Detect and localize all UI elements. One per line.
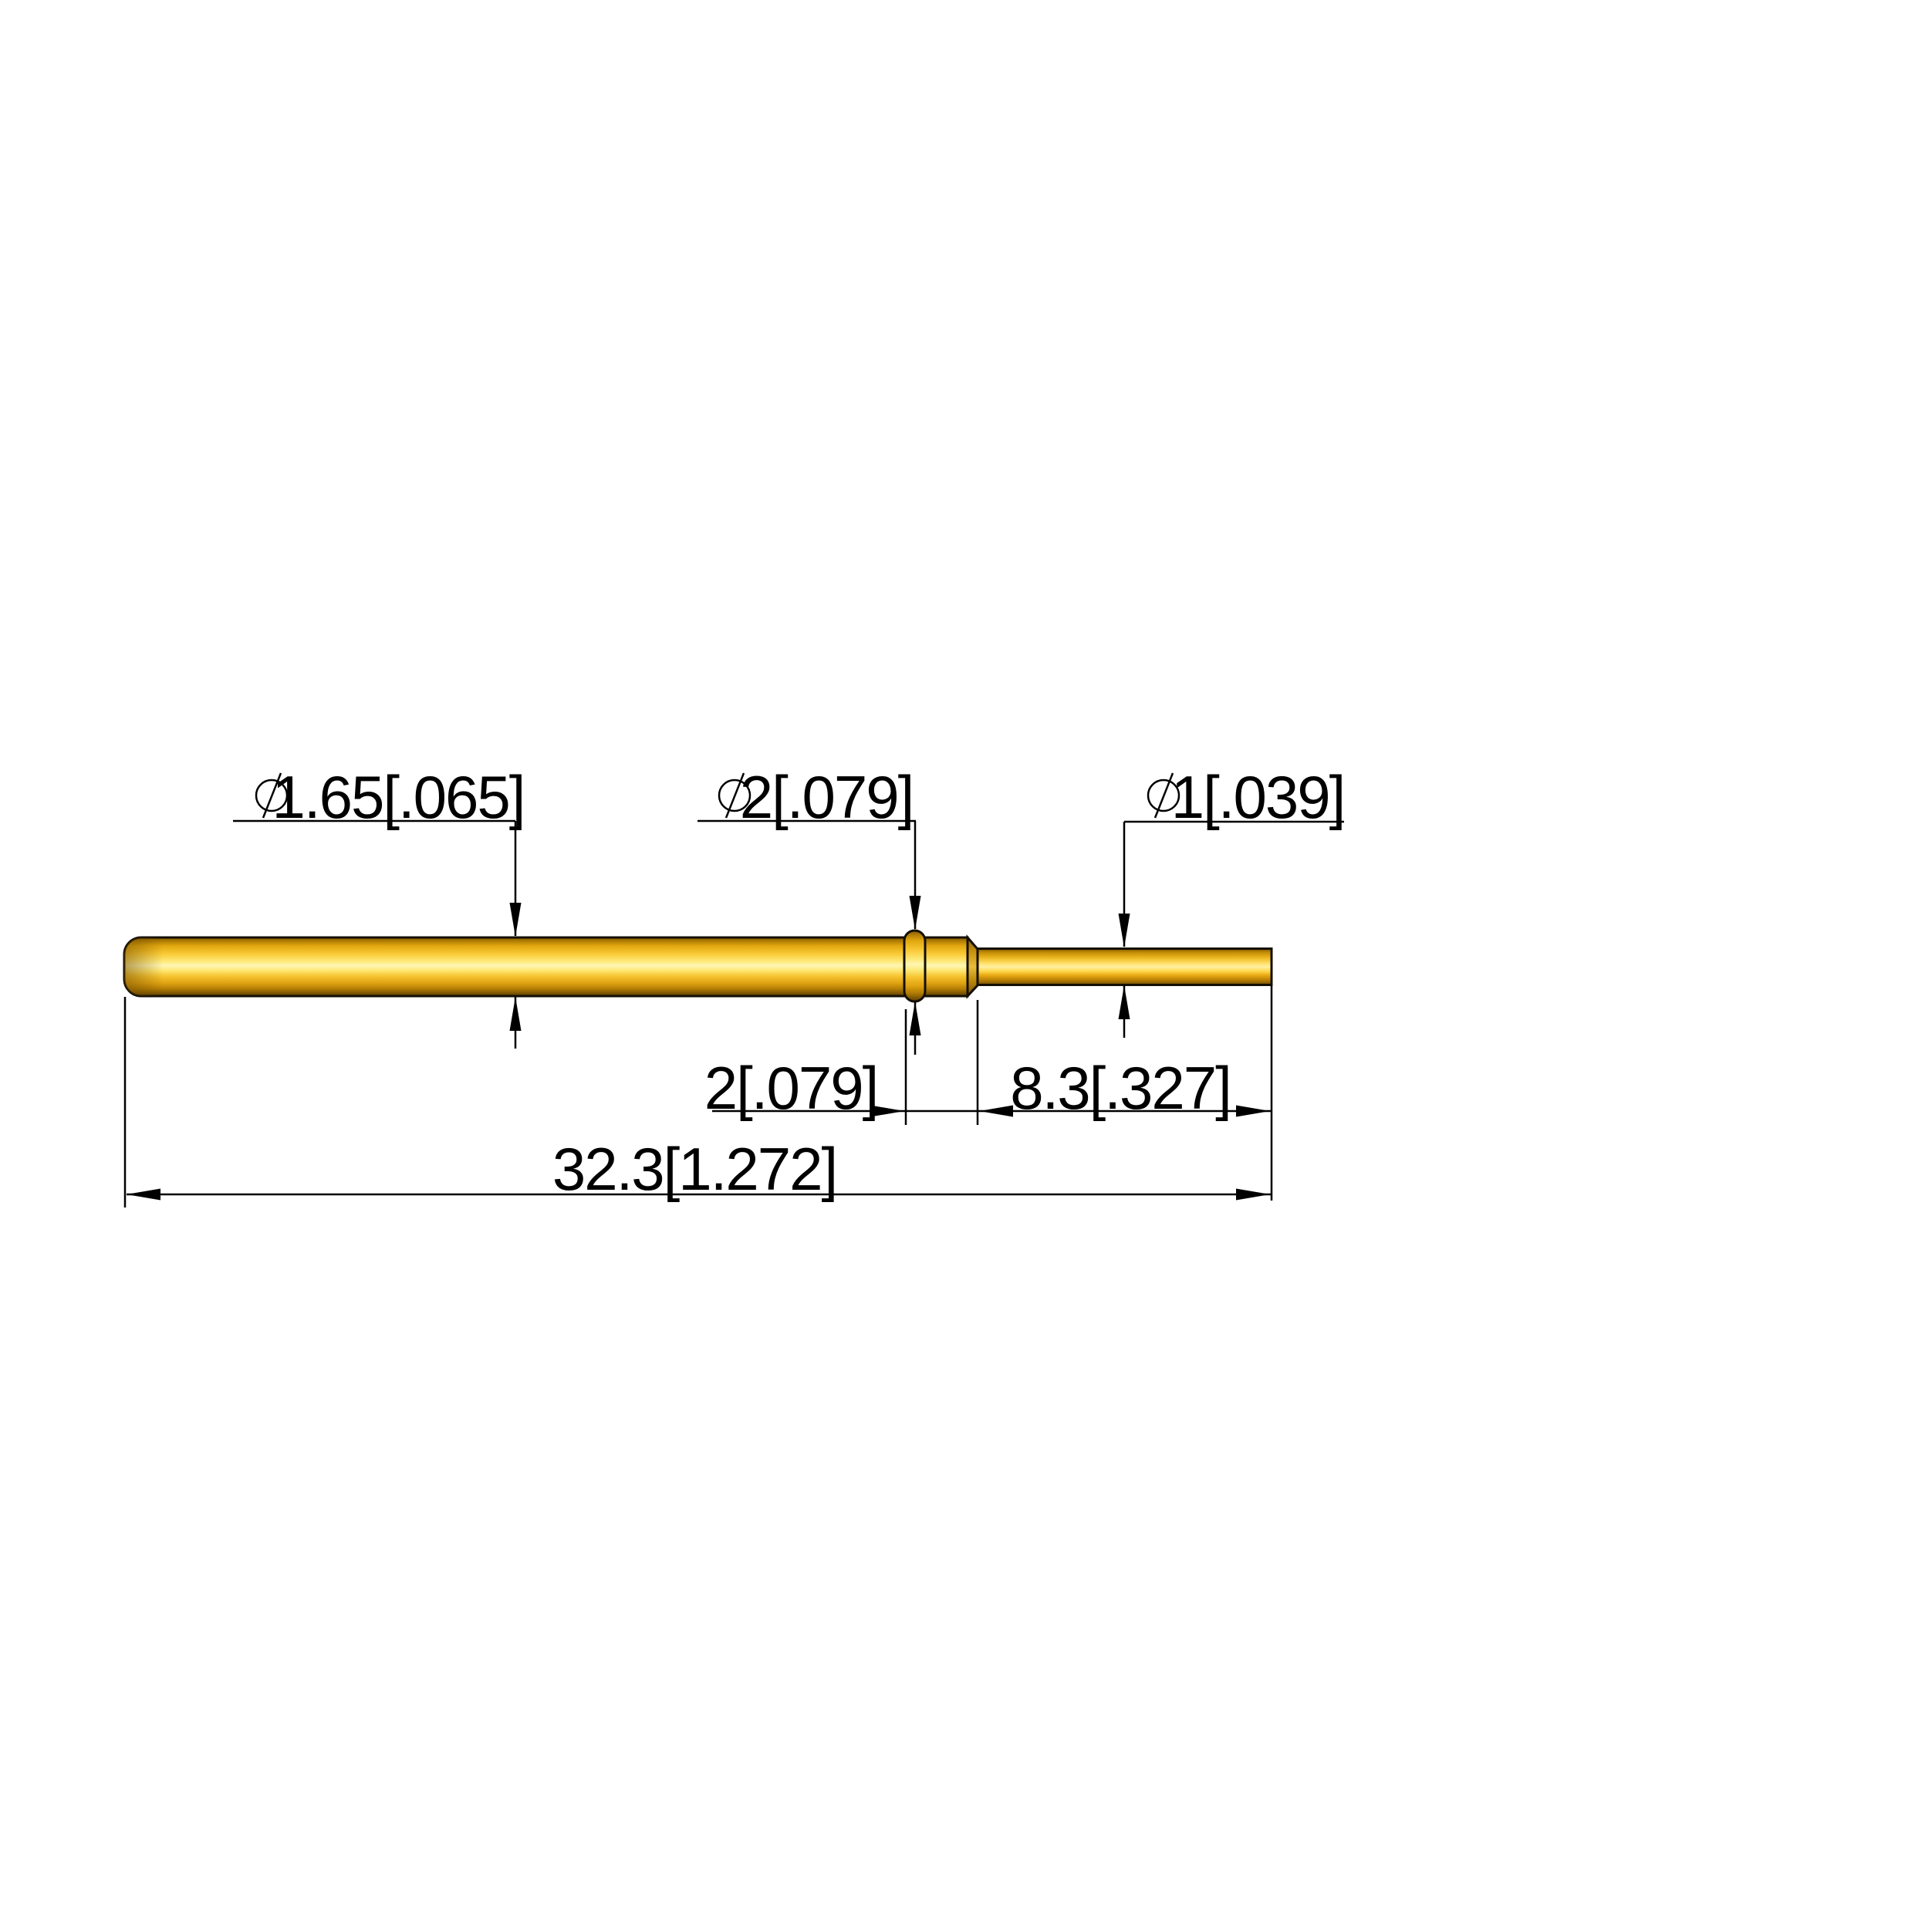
diameter-symbols (255, 772, 1180, 819)
dimension-collar-length: 2[.079] (704, 1054, 880, 1122)
arrow-down-collar (909, 896, 921, 930)
callout-barrel-diameter: 1.65[.065] (272, 763, 526, 831)
dimension-arrowheads (127, 1105, 1270, 1201)
arrow-right-overall (1236, 1188, 1270, 1201)
arrow-left-overall (127, 1188, 160, 1201)
arrow-up-tip (1118, 985, 1130, 1019)
pin-tip-rod (975, 947, 1273, 986)
pin-collar-chamfer (966, 934, 979, 999)
probe-pin (123, 929, 1273, 1003)
diameter-symbol-barrel (255, 772, 289, 819)
callout-tip-diameter: 1[.039] (1170, 763, 1346, 831)
pin-flange-ring (903, 929, 927, 1003)
callout-collar-diameter: 2[.079] (739, 763, 915, 831)
diameter-symbol-tip (1147, 772, 1180, 819)
arrow-left-collar-right (979, 1105, 1013, 1117)
pin-collar (922, 936, 969, 998)
arrow-up-collar (909, 1001, 921, 1035)
arrow-up-barrel (509, 997, 522, 1031)
dimension-tip-length: 8.3[.327] (1010, 1054, 1232, 1122)
dimension-overall-length: 32.3[1.272] (552, 1135, 838, 1203)
leader-arrowheads (509, 896, 1130, 1035)
arrow-down-tip (1118, 914, 1130, 947)
diameter-symbol-collar (718, 772, 752, 819)
pin-barrel-end-shade (124, 937, 906, 996)
arrow-right-collar-left (870, 1105, 904, 1117)
arrow-right-tip-end (1236, 1105, 1270, 1117)
arrow-down-barrel (509, 903, 522, 937)
extension-lines (123, 985, 1273, 1208)
